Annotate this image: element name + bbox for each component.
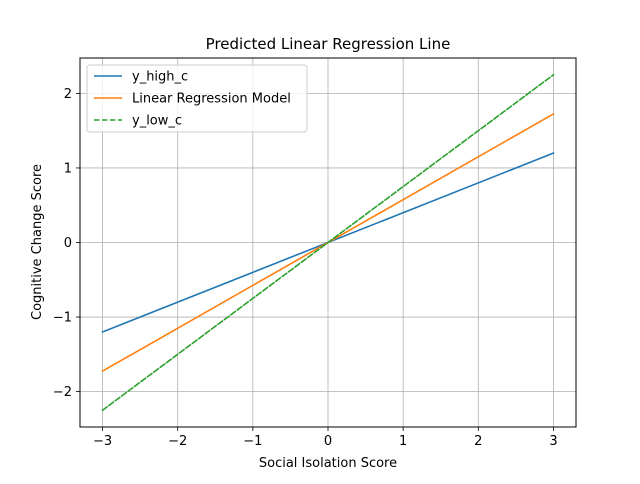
y-tick-label: −2 — [53, 385, 72, 400]
series-line-y-low-c — [101, 73, 555, 412]
x-tick-label: 3 — [549, 434, 557, 449]
y-tick-label: 2 — [64, 87, 72, 102]
legend: y_high_c Linear Regression Model y_low_c — [86, 64, 308, 133]
series-lines — [101, 73, 555, 412]
x-tick-label: 2 — [474, 434, 482, 449]
legend-label: Linear Regression Model — [132, 92, 291, 107]
legend-frame — [86, 64, 308, 133]
legend-label: y_low_c — [132, 114, 182, 129]
legend-label: y_high_c — [132, 70, 188, 85]
x-tick-label: −3 — [93, 434, 112, 449]
chart-title: Predicted Linear Regression Line — [206, 35, 451, 53]
x-tick-label: 0 — [324, 434, 332, 449]
x-axis-label: Social Isolation Score — [259, 456, 397, 471]
y-tick-label: −1 — [53, 311, 72, 326]
y-axis-label: Cognitive Change Score — [30, 164, 45, 320]
x-tick-label: −2 — [168, 434, 187, 449]
y-tick-label: 0 — [64, 236, 72, 251]
x-tick-label: 1 — [399, 434, 407, 449]
x-tick-label: −1 — [243, 434, 262, 449]
y-tick-label: 1 — [64, 161, 72, 176]
axis-ticks: −3 −2 −1 0 1 2 3 −2 −1 0 1 2 — [53, 87, 558, 449]
